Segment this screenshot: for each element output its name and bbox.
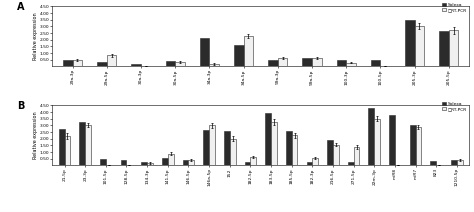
Bar (63, 60, 73, 66)
Bar (405, 20, 415, 66)
Bar (162, 158, 168, 165)
Bar (209, 125, 215, 165)
Bar (175, 62, 185, 66)
Bar (292, 135, 298, 165)
Bar (97, 62, 107, 66)
Bar (389, 115, 395, 165)
Bar (131, 64, 141, 66)
Bar (286, 131, 292, 165)
Bar (64, 136, 70, 165)
Bar (224, 131, 230, 165)
Bar (265, 113, 271, 165)
Y-axis label: Relative expression: Relative expression (33, 13, 37, 60)
Bar (312, 158, 318, 165)
Bar (430, 161, 436, 165)
Bar (457, 160, 463, 165)
Bar (147, 163, 153, 165)
Bar (203, 130, 209, 165)
Bar (200, 38, 210, 66)
Bar (354, 147, 359, 165)
Bar (271, 122, 277, 165)
Bar (337, 60, 346, 66)
Bar (182, 160, 189, 165)
Bar (121, 160, 127, 165)
Bar (302, 58, 312, 66)
Bar (85, 125, 91, 165)
Bar (168, 154, 173, 165)
Bar (234, 45, 244, 66)
Bar (415, 26, 424, 66)
Text: A: A (17, 1, 24, 12)
Bar (374, 119, 380, 165)
Bar (141, 162, 147, 165)
Legend: Solexa, □RT-PCR: Solexa, □RT-PCR (442, 102, 467, 112)
Bar (346, 63, 356, 66)
Bar (416, 127, 421, 165)
Bar (312, 58, 321, 66)
Bar (189, 160, 194, 165)
Bar (230, 139, 236, 165)
Bar (100, 159, 106, 165)
Legend: Solexa, □RT-PCR: Solexa, □RT-PCR (442, 3, 467, 13)
Bar (333, 145, 339, 165)
Bar (80, 122, 85, 165)
Bar (210, 64, 219, 66)
Bar (327, 140, 333, 165)
Text: B: B (17, 100, 24, 111)
Y-axis label: Relative expression: Relative expression (33, 112, 37, 159)
Bar (410, 125, 416, 165)
Bar (165, 61, 175, 66)
Bar (439, 31, 449, 66)
Bar (348, 162, 354, 165)
Bar (368, 108, 374, 165)
Bar (73, 60, 82, 66)
Bar (278, 58, 287, 66)
Bar (307, 162, 312, 165)
Bar (449, 30, 458, 66)
Bar (59, 129, 64, 165)
Bar (244, 36, 253, 66)
Bar (451, 160, 457, 165)
Bar (371, 60, 380, 66)
Bar (107, 55, 117, 66)
Bar (250, 157, 256, 165)
Bar (245, 162, 250, 165)
Bar (268, 60, 278, 66)
